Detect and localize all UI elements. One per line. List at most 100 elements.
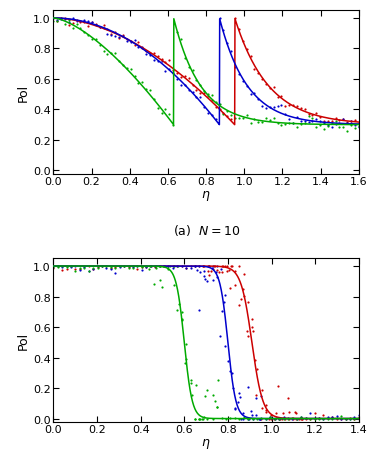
Point [263, 409, 269, 416]
Point [143, 48, 149, 55]
Point [116, 58, 122, 65]
Point [121, 263, 127, 270]
Point [85, 23, 91, 30]
Point [192, 415, 198, 422]
Point [86, 268, 92, 276]
Point [248, 120, 254, 127]
Point [151, 281, 157, 288]
Point [209, 92, 215, 99]
Point [273, 414, 279, 421]
Point [222, 343, 228, 350]
Point [250, 415, 255, 422]
Point [101, 23, 107, 30]
Point [219, 263, 225, 270]
Point [179, 263, 185, 270]
Point [227, 368, 233, 375]
Point [232, 64, 238, 72]
Point [219, 269, 224, 276]
Point [66, 19, 72, 27]
Point [112, 50, 118, 57]
Point [179, 317, 185, 324]
Point [254, 415, 260, 422]
Point [232, 405, 238, 412]
Y-axis label: Pol: Pol [17, 331, 30, 349]
Point [159, 110, 164, 118]
Point [62, 21, 68, 28]
Point [108, 265, 114, 272]
Point [196, 307, 202, 314]
Point [325, 415, 331, 422]
Point [109, 32, 114, 39]
Point [325, 415, 331, 422]
Point [213, 116, 219, 124]
Point [81, 265, 87, 272]
Point [356, 412, 362, 419]
Point [148, 263, 154, 270]
Point [112, 34, 118, 41]
Point [255, 96, 261, 103]
Point [54, 17, 60, 24]
Point [329, 415, 335, 422]
Point [236, 26, 242, 33]
Point [340, 124, 346, 131]
Point [144, 263, 149, 270]
Point [86, 263, 92, 270]
Point [116, 35, 122, 42]
Point [204, 278, 210, 285]
Point [206, 263, 212, 270]
Point [253, 391, 259, 399]
Point [290, 415, 296, 422]
Point [148, 263, 154, 270]
Point [205, 92, 211, 99]
Point [202, 392, 208, 400]
Point [321, 126, 327, 133]
Point [97, 42, 103, 50]
Point [153, 263, 159, 270]
Point [294, 124, 300, 131]
Point [347, 415, 353, 422]
Point [135, 39, 141, 46]
Point [135, 80, 141, 87]
Point [298, 413, 304, 420]
Point [309, 115, 315, 123]
Point [280, 410, 286, 417]
Point [236, 263, 242, 270]
Point [244, 83, 250, 90]
Point [251, 67, 257, 74]
Point [263, 401, 269, 409]
Point [197, 263, 202, 270]
Point [103, 263, 109, 270]
Point [139, 267, 145, 274]
Point [217, 15, 223, 23]
Point [321, 415, 326, 422]
Point [240, 38, 246, 45]
Point [192, 415, 198, 422]
Point [329, 414, 335, 421]
Point [334, 412, 340, 419]
Point [135, 44, 141, 51]
Point [240, 78, 246, 86]
Point [85, 32, 91, 39]
Point [174, 263, 180, 270]
Point [183, 359, 188, 367]
Point [93, 21, 99, 28]
Point [161, 263, 167, 270]
Point [55, 263, 61, 270]
Point [210, 392, 216, 399]
Point [147, 52, 153, 59]
Point [101, 25, 107, 32]
Point [117, 264, 123, 272]
Point [348, 118, 354, 125]
Point [305, 114, 311, 121]
Point [128, 39, 134, 46]
Point [74, 18, 79, 25]
Point [103, 264, 109, 272]
Point [294, 115, 300, 122]
Point [179, 308, 185, 315]
Point [299, 415, 305, 422]
Point [309, 119, 315, 126]
Point [250, 415, 256, 422]
Point [81, 18, 87, 25]
Point [224, 263, 230, 270]
Point [258, 415, 263, 422]
